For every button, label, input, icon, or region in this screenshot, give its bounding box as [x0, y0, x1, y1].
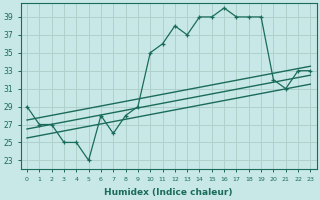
X-axis label: Humidex (Indice chaleur): Humidex (Indice chaleur) [104, 188, 233, 197]
